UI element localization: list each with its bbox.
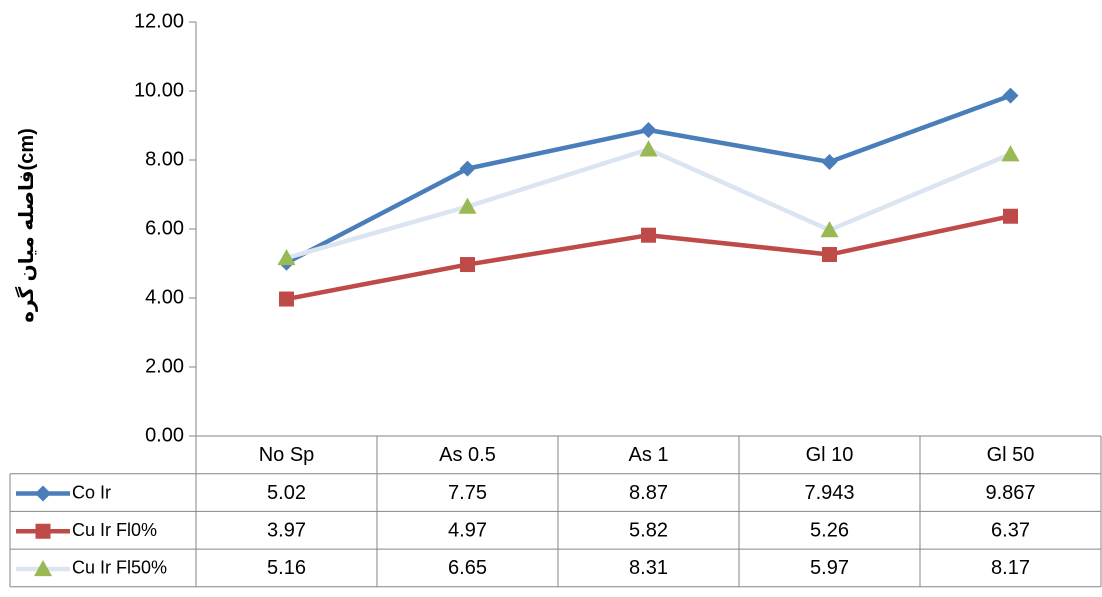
x-category-label: As 0.5 <box>439 444 496 466</box>
table-value-cell: 8.87 <box>629 482 668 504</box>
y-tick-label: 10.00 <box>134 79 184 101</box>
table-value-cell: 7.943 <box>804 482 854 504</box>
data-point-marker <box>277 248 296 266</box>
x-category-label: No Sp <box>259 444 315 466</box>
table-value-cell: 5.97 <box>810 557 849 579</box>
data-point-marker <box>1003 208 1018 224</box>
table-value-cell: 9.867 <box>985 482 1035 504</box>
y-tick-label: 6.00 <box>145 217 184 239</box>
y-tick-label: 2.00 <box>145 355 184 377</box>
y-tick-label: 0.00 <box>145 424 184 446</box>
legend-series-name: Co Ir <box>72 482 111 502</box>
data-point-marker <box>459 160 476 177</box>
table-value-cell: 6.65 <box>448 557 487 579</box>
data-point-marker <box>641 227 656 243</box>
table-value-cell: 7.75 <box>448 482 487 504</box>
data-point-marker <box>279 291 294 307</box>
legend-key-marker <box>35 523 51 539</box>
y-tick-label: 12.00 <box>134 10 184 32</box>
legend-series-name: Cu Ir Fl0% <box>72 520 157 540</box>
x-category-label: As 1 <box>628 444 668 466</box>
table-value-cell: 5.82 <box>629 520 668 542</box>
data-point-marker <box>1001 145 1020 162</box>
table-value-cell: 6.37 <box>991 520 1030 542</box>
y-tick-label: 8.00 <box>145 148 184 170</box>
data-point-marker <box>460 257 475 273</box>
table-value-cell: 8.17 <box>991 557 1030 579</box>
table-value-cell: 3.97 <box>267 520 306 542</box>
legend-key-marker <box>35 485 51 502</box>
data-point-marker <box>458 197 477 214</box>
legend-key-marker <box>34 559 52 577</box>
y-tick-label: 4.00 <box>145 286 184 308</box>
data-point-marker <box>639 140 658 157</box>
data-point-marker <box>822 247 837 263</box>
data-point-marker <box>821 153 838 170</box>
data-point-marker <box>820 221 839 238</box>
table-value-cell: 5.26 <box>810 520 849 542</box>
data-point-marker <box>640 121 657 138</box>
data-point-marker <box>1002 87 1019 104</box>
table-value-cell: 8.31 <box>629 557 668 579</box>
table-value-cell: 5.02 <box>267 482 306 504</box>
table-value-cell: 4.97 <box>448 520 487 542</box>
x-category-label: Gl 50 <box>987 444 1035 466</box>
table-value-cell: 5.16 <box>267 557 306 579</box>
x-category-label: Gl 10 <box>806 444 854 466</box>
legend-series-name: Cu Ir Fl50% <box>72 558 167 578</box>
